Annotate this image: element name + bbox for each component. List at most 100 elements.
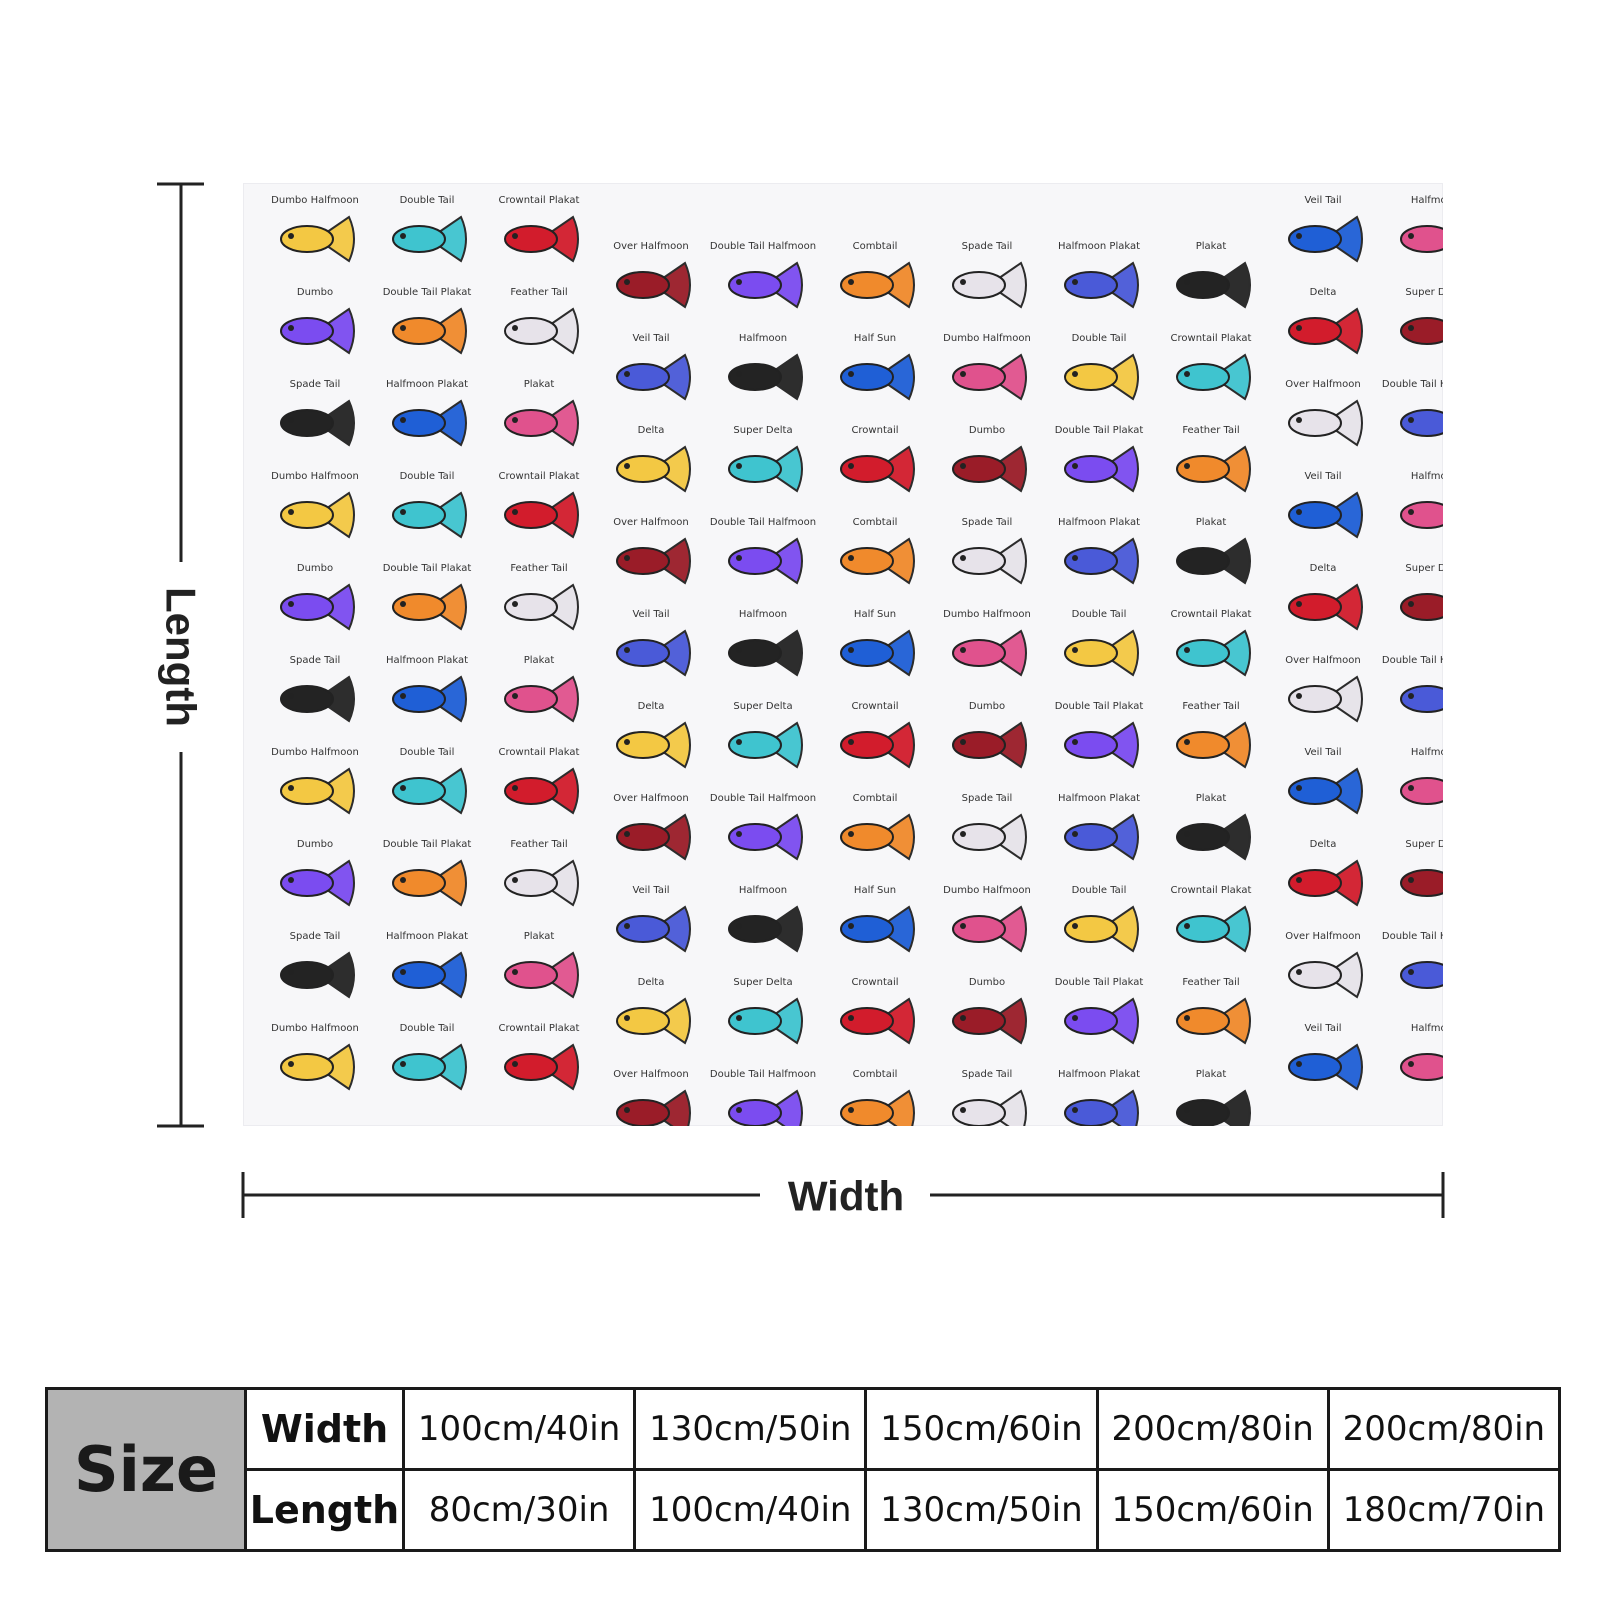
dimension-diagram: Length Width — [157, 182, 1445, 1220]
fish-motif: Veil Tail — [1288, 747, 1363, 815]
fish-label: Half Sun — [854, 333, 896, 344]
fish-motif: Half Sun — [840, 333, 915, 401]
fish-tail — [1211, 445, 1251, 493]
fish-label: Dumbo — [969, 425, 1005, 436]
fish-motif: Halfmoon — [1400, 195, 1443, 253]
fish-motif: Halfmoon Plakat — [1058, 793, 1140, 861]
fish-label: Over Halfmoon — [613, 517, 689, 528]
fish-label: Super Delta — [733, 425, 792, 436]
fish-motif: Dumbo Halfmoon — [943, 609, 1031, 677]
fish-body — [840, 1007, 894, 1035]
fish-motif: Feather Tail — [1176, 977, 1251, 1045]
fish-body — [504, 593, 558, 621]
fish-body — [280, 1053, 334, 1081]
fish-body — [1400, 317, 1443, 345]
fish-label: Over Halfmoon — [613, 1069, 689, 1080]
fish-label: Combtail — [853, 241, 898, 252]
fish-eye — [960, 463, 966, 469]
betta-fish-pattern: Dumbo Halfmoon Dumbo Spade Tail Dumbo Halfm… — [271, 195, 1443, 1126]
fish-label: Super Delta — [733, 977, 792, 988]
fish-label: Super Delta — [1405, 563, 1443, 574]
fish-body — [616, 1007, 670, 1035]
fish-body — [504, 409, 558, 437]
fish-tail — [1211, 813, 1251, 861]
fish-eye — [960, 371, 966, 377]
fish-label: Double Tail Plakat — [1055, 701, 1144, 712]
fish-motif: Dumbo Halfmoon — [271, 747, 359, 815]
fish-tail — [315, 767, 355, 815]
fish-label: Double Tail Plakat — [1055, 977, 1144, 988]
fish-motif: Veil Tail — [616, 609, 691, 677]
fish-label: Crowntail Plakat — [1171, 333, 1252, 344]
fish-motif: Plakat — [1176, 517, 1251, 585]
fish-label: Crowntail Plakat — [499, 195, 580, 206]
fish-body — [728, 271, 782, 299]
fish-label: Double Tail Halfmoon — [710, 517, 816, 528]
fish-body — [1064, 731, 1118, 759]
fish-eye — [1408, 969, 1414, 975]
fish-motif: Double Tail — [392, 1023, 467, 1091]
fish-motif: Combtail — [840, 1069, 915, 1126]
fish-body — [952, 639, 1006, 667]
fish-body — [1288, 685, 1342, 713]
fish-eye — [624, 1107, 630, 1113]
fish-body — [728, 915, 782, 943]
fish-eye — [1072, 279, 1078, 285]
fish-label: Plakat — [1196, 241, 1227, 252]
fish-body — [1400, 409, 1443, 437]
fish-tail — [539, 767, 579, 815]
fish-eye — [400, 509, 406, 515]
length-cell: 180cm/70in — [1326, 1468, 1562, 1552]
fish-eye — [288, 693, 294, 699]
fish-body — [504, 225, 558, 253]
fish-label: Veil Tail — [632, 333, 669, 344]
fish-label: Over Halfmoon — [1285, 931, 1361, 942]
blanket-product-image: Dumbo Halfmoon Dumbo Spade Tail Dumbo Halfm… — [243, 183, 1443, 1126]
fish-motif: Veil Tail — [1288, 195, 1363, 263]
fish-label: Combtail — [853, 1069, 898, 1080]
fish-eye — [400, 1061, 406, 1067]
fish-eye — [1072, 1107, 1078, 1113]
length-cell: 150cm/60in — [1095, 1468, 1330, 1552]
fish-tail — [763, 537, 803, 585]
width-cell: 200cm/80in — [1326, 1387, 1562, 1471]
fish-eye — [288, 509, 294, 515]
fish-label: Double Tail Halfmoon — [710, 793, 816, 804]
fish-tail — [1211, 629, 1251, 677]
fish-eye — [400, 601, 406, 607]
fish-tail — [427, 951, 467, 999]
fish-label: Halfmoon — [739, 885, 787, 896]
fish-label: Half Sun — [854, 885, 896, 896]
fish-tail — [315, 951, 355, 999]
fish-tail — [763, 353, 803, 401]
fish-eye — [1184, 1107, 1190, 1113]
fish-label: Halfmoon — [1411, 1023, 1443, 1034]
fish-eye — [288, 785, 294, 791]
fish-eye — [1184, 279, 1190, 285]
fish-body — [1176, 271, 1230, 299]
fish-motif: Halfmoon Plakat — [386, 379, 468, 447]
fish-eye — [848, 923, 854, 929]
fish-motif: Plakat — [1176, 793, 1251, 861]
fish-tail — [427, 307, 467, 355]
fish-label: Double Tail Halfmoon — [1382, 655, 1443, 666]
fish-tail — [1323, 675, 1363, 723]
fish-label: Crowntail Plakat — [499, 471, 580, 482]
fish-motif: Half Sun — [840, 609, 915, 677]
fish-body — [1400, 685, 1443, 713]
fish-motif: Dumbo — [952, 977, 1027, 1045]
fish-eye — [848, 279, 854, 285]
fish-label: Plakat — [1196, 793, 1227, 804]
fish-motif: Halfmoon Plakat — [386, 931, 468, 999]
width-cell: 100cm/40in — [401, 1387, 637, 1471]
fish-motif: Over Halfmoon — [613, 1069, 691, 1126]
fish-eye — [624, 371, 630, 377]
fish-eye — [288, 969, 294, 975]
fish-body — [952, 271, 1006, 299]
fish-eye — [1184, 831, 1190, 837]
fish-tail — [427, 859, 467, 907]
fish-eye — [1072, 923, 1078, 929]
fish-eye — [512, 233, 518, 239]
fish-label: Feather Tail — [510, 839, 567, 850]
fish-body — [1400, 593, 1443, 621]
